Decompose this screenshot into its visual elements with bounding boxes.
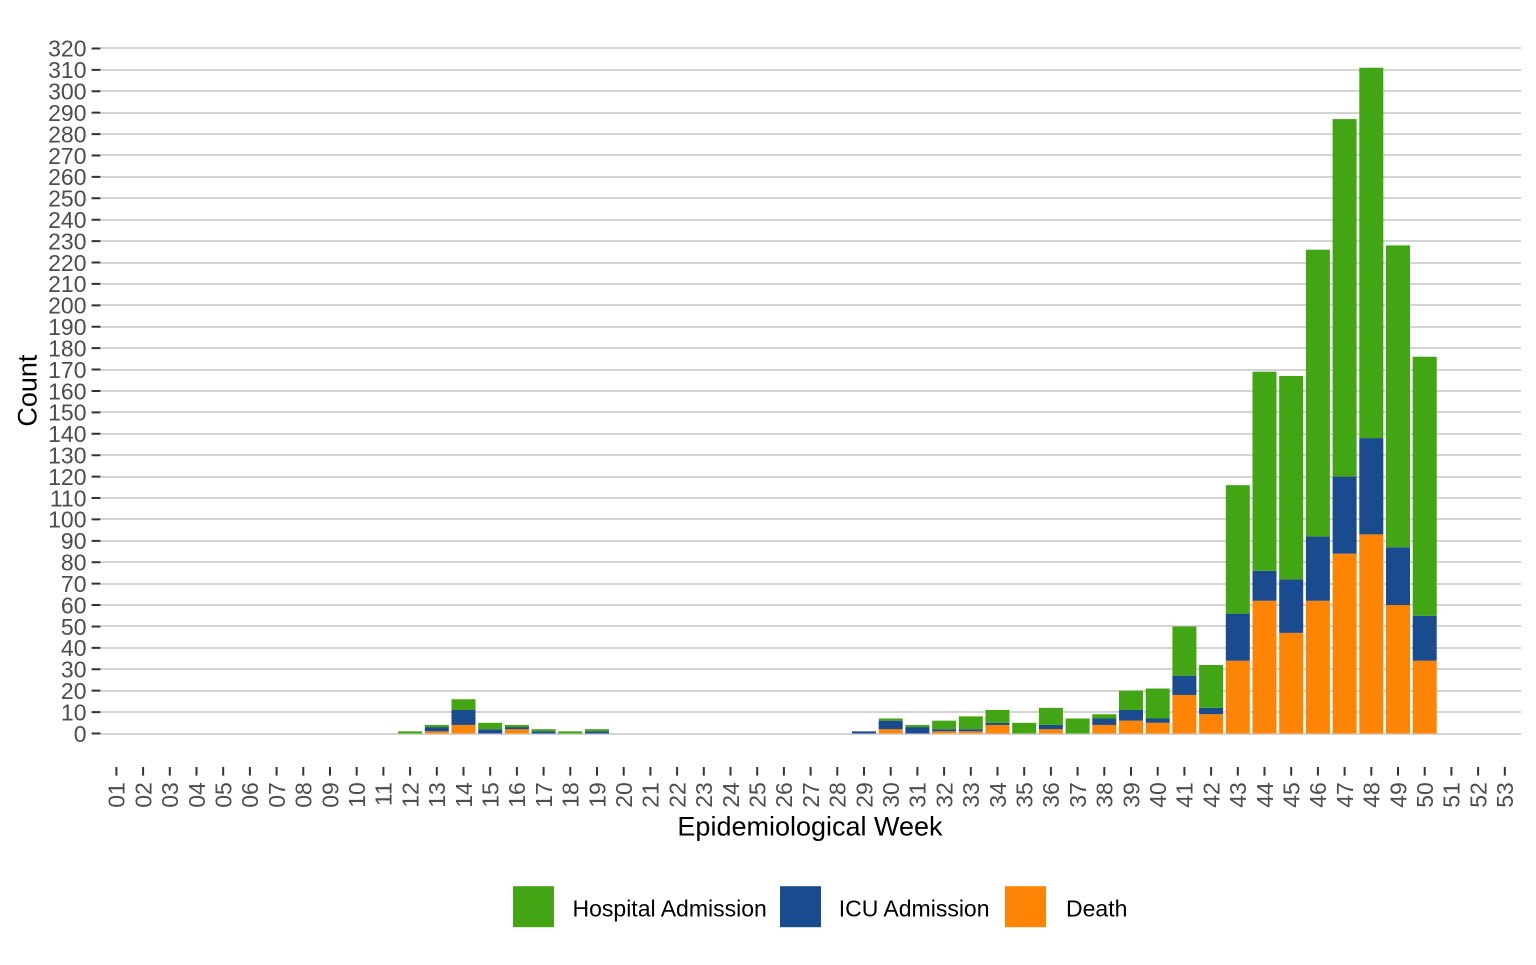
svg-text:180: 180 [48,335,86,361]
svg-text:110: 110 [50,485,87,511]
svg-text:10: 10 [61,699,87,725]
svg-text:01: 01 [104,782,130,808]
svg-text:19: 19 [584,782,610,808]
svg-text:290: 290 [48,100,86,126]
svg-text:Count: Count [12,354,42,427]
svg-text:40: 40 [61,635,87,661]
svg-text:12: 12 [397,782,423,808]
svg-text:15: 15 [478,782,504,808]
svg-text:32: 32 [931,782,957,808]
svg-text:190: 190 [48,314,86,340]
svg-text:43: 43 [1225,782,1251,808]
svg-text:0: 0 [74,721,87,747]
svg-text:48: 48 [1359,782,1385,808]
svg-text:20: 20 [61,678,87,704]
svg-text:24: 24 [718,782,744,808]
svg-text:10: 10 [344,782,370,808]
svg-text:13: 13 [424,782,450,808]
svg-text:39: 39 [1118,782,1144,808]
svg-text:270: 270 [48,143,86,169]
svg-text:29: 29 [851,782,877,808]
svg-text:Epidemiological Week: Epidemiological Week [677,812,943,842]
svg-text:50: 50 [1412,782,1438,808]
svg-text:02: 02 [130,782,156,808]
svg-text:300: 300 [48,79,86,105]
svg-text:20: 20 [611,782,637,808]
svg-text:170: 170 [48,357,86,383]
svg-text:45: 45 [1279,782,1305,808]
svg-text:36: 36 [1038,782,1064,808]
svg-text:31: 31 [905,782,931,808]
svg-text:37: 37 [1065,782,1091,808]
svg-text:150: 150 [48,400,86,426]
svg-text:34: 34 [985,782,1011,808]
svg-text:160: 160 [48,378,86,404]
svg-text:90: 90 [61,528,87,554]
svg-text:30: 30 [61,657,87,683]
svg-text:50: 50 [61,614,87,640]
svg-text:120: 120 [48,464,86,490]
svg-text:46: 46 [1305,782,1331,808]
svg-text:Hospital Admission: Hospital Admission [573,896,767,922]
svg-text:49: 49 [1385,782,1411,808]
svg-text:310: 310 [48,57,86,83]
svg-text:52: 52 [1465,782,1491,808]
svg-text:80: 80 [61,550,87,576]
svg-text:16: 16 [504,782,530,808]
svg-text:44: 44 [1252,782,1278,808]
svg-text:47: 47 [1332,782,1358,808]
svg-text:51: 51 [1439,782,1465,808]
svg-text:250: 250 [48,186,86,212]
svg-text:Death: Death [1066,896,1127,922]
svg-text:09: 09 [317,782,343,808]
svg-text:140: 140 [48,421,86,447]
svg-text:280: 280 [48,121,86,147]
svg-text:27: 27 [798,782,824,808]
svg-text:53: 53 [1492,782,1518,808]
svg-text:ICU Admission: ICU Admission [839,896,990,922]
svg-text:130: 130 [48,443,86,469]
svg-text:210: 210 [48,271,86,297]
svg-text:26: 26 [771,782,797,808]
svg-text:23: 23 [691,782,717,808]
svg-text:35: 35 [1012,782,1038,808]
svg-text:30: 30 [878,782,904,808]
svg-text:33: 33 [958,782,984,808]
svg-text:70: 70 [61,571,87,597]
svg-text:60: 60 [61,592,87,618]
svg-text:14: 14 [451,782,477,808]
svg-text:28: 28 [825,782,851,808]
svg-text:03: 03 [157,782,183,808]
svg-text:40: 40 [1145,782,1171,808]
svg-text:320: 320 [48,36,86,62]
svg-text:41: 41 [1172,782,1198,808]
svg-text:200: 200 [48,293,86,319]
svg-text:230: 230 [48,228,86,254]
svg-text:18: 18 [558,782,584,808]
svg-text:22: 22 [664,782,690,808]
svg-text:07: 07 [264,782,290,808]
svg-text:21: 21 [638,782,664,808]
svg-text:220: 220 [48,250,86,276]
svg-text:04: 04 [184,782,210,808]
svg-text:42: 42 [1198,782,1224,808]
svg-text:17: 17 [531,782,557,808]
svg-text:11: 11 [371,782,397,806]
svg-text:260: 260 [48,164,86,190]
svg-text:240: 240 [48,207,86,233]
svg-text:100: 100 [48,507,86,533]
svg-text:25: 25 [745,782,771,808]
svg-text:08: 08 [291,782,317,808]
svg-text:38: 38 [1092,782,1118,808]
svg-text:06: 06 [237,782,263,808]
svg-text:05: 05 [211,782,237,808]
